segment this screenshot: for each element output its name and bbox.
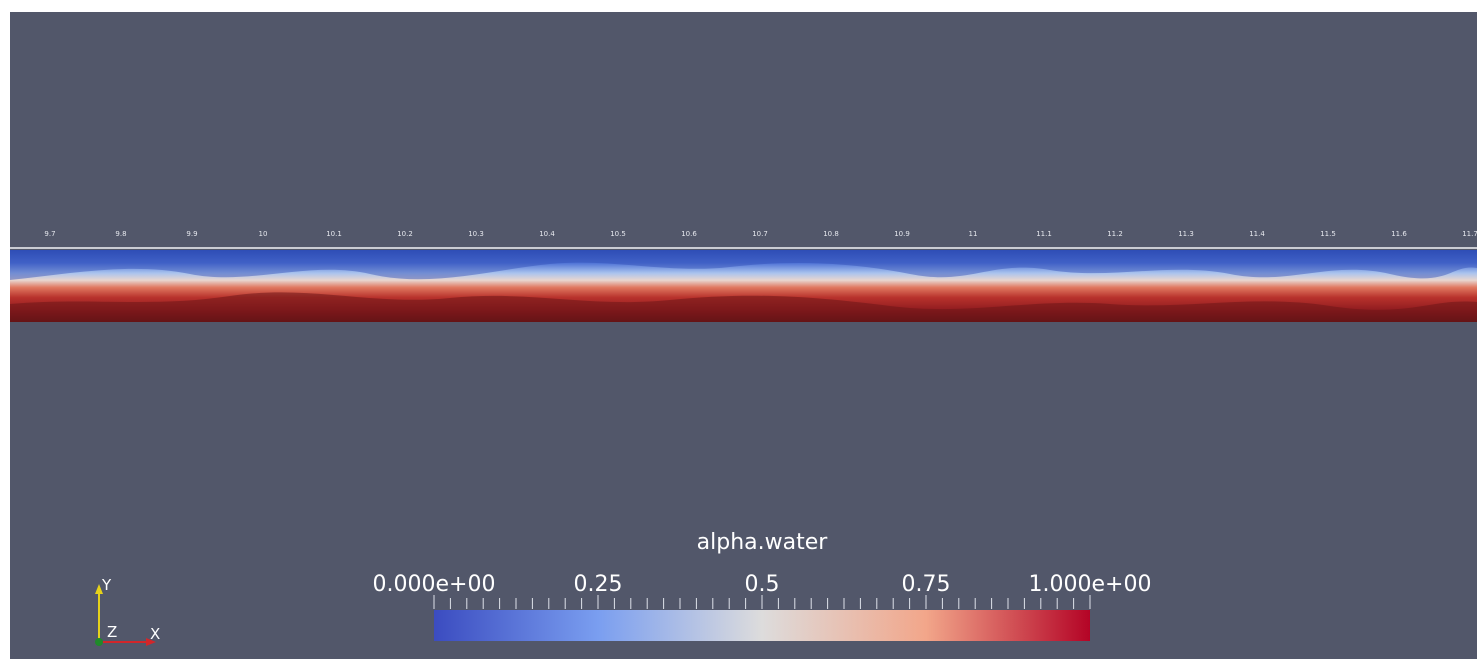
ruler-tick-label: 10.7 [752, 230, 768, 238]
ruler-tick-label: 11.6 [1391, 230, 1407, 238]
field-band [10, 247, 1477, 322]
axis-x-label: X [150, 625, 161, 643]
axes-glyph-icon [95, 584, 156, 646]
axis-z-label: Z [107, 623, 118, 641]
colorbar-label-075: 0.75 [901, 572, 951, 597]
colorbar-max-label: 1.000e+00 [1028, 572, 1152, 597]
ruler-tick-label: 10.9 [894, 230, 910, 238]
bottom-waves [10, 292, 1477, 322]
ruler-tick-label: 10.4 [539, 230, 555, 238]
ruler-tick-label: 10.5 [610, 230, 626, 238]
colorbar-label-05: 0.5 [744, 572, 780, 597]
orientation-axes: Y Z X [90, 572, 180, 657]
ruler-tick-label: 11.2 [1107, 230, 1123, 238]
ruler-tick-label: 10.3 [468, 230, 484, 238]
ruler-tick-label: 11.5 [1320, 230, 1336, 238]
ruler-tick-label: 10.2 [397, 230, 413, 238]
ruler-tick-label: 10.1 [326, 230, 342, 238]
ruler-tick-label: 9.7 [44, 230, 56, 238]
ruler-tick-label: 11.4 [1249, 230, 1265, 238]
ruler-tick-label: 9.9 [186, 230, 198, 238]
ruler-tick-label: 11.1 [1036, 230, 1052, 238]
ruler-tick-label: 10 [258, 230, 268, 238]
ruler-tick-label: 11.7 [1462, 230, 1477, 238]
axis-y-label: Y [102, 576, 112, 594]
ruler-tick-label: 10.6 [681, 230, 697, 238]
ruler-tick-label: 11.3 [1178, 230, 1194, 238]
colorbar [434, 610, 1090, 641]
colorbar-min-label: 0.000e+00 [372, 572, 496, 597]
colorbar-ticks [433, 595, 1091, 609]
ruler-tick-label: 9.8 [115, 230, 127, 238]
colorbar-title: alpha.water [696, 530, 828, 555]
render-view[interactable]: 9.7 9.8 9.9 10 10.1 10.2 10.3 10.4 10.5 10.6 10.7 1… [10, 12, 1477, 659]
colorbar-label-025: 0.25 [573, 572, 623, 597]
ruler-tick-label: 11 [968, 230, 978, 238]
interface-waves [10, 250, 1477, 280]
ruler-tick-label: 10.8 [823, 230, 839, 238]
